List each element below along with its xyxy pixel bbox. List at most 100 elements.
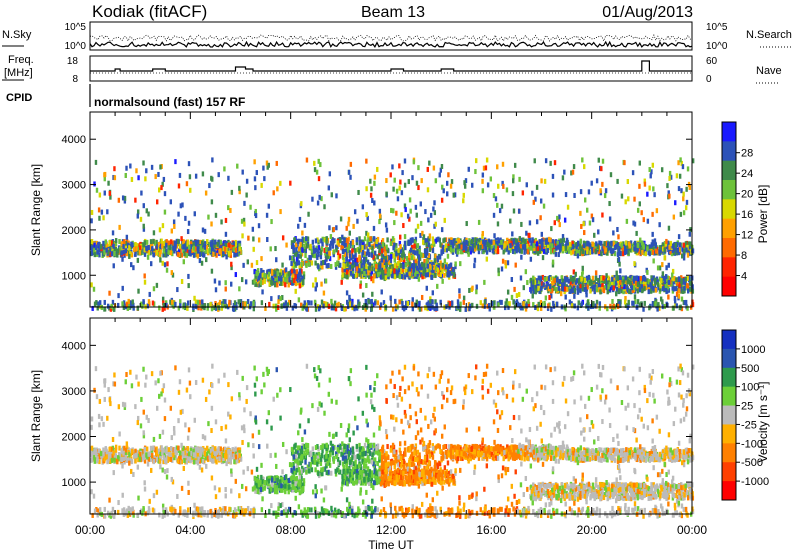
- power-cell-1556: [540, 246, 544, 252]
- power-cell-836: [363, 251, 366, 257]
- power-cell-3295: [631, 170, 635, 176]
- power-cell-1733: [582, 250, 586, 256]
- power-cell-2683: [662, 275, 666, 281]
- power-cell-2467: [666, 285, 669, 291]
- power-cell-3249: [252, 306, 256, 312]
- power-cell-1266: [477, 249, 481, 255]
- power-cell-3885: [660, 167, 664, 173]
- power-cell-1649: [495, 240, 499, 246]
- power-cell-2519: [581, 286, 584, 292]
- power-cell-3633: [475, 289, 478, 295]
- power-cell-3324: [417, 185, 420, 191]
- power-cell-3683: [335, 193, 338, 199]
- power-cell-3493: [686, 252, 690, 258]
- power-cell-1704: [457, 238, 461, 244]
- power-cell-3965: [251, 226, 255, 232]
- power-cell-2034: [644, 243, 647, 249]
- power-cell-4322: [424, 305, 427, 311]
- freq-panel-frame: [89, 55, 693, 82]
- power-cell-2706: [532, 279, 535, 285]
- power-cell-3388: [534, 289, 537, 295]
- power-cell-979: [327, 263, 330, 269]
- power-cell-3344: [510, 277, 514, 283]
- power-cell-2708: [607, 275, 610, 281]
- power-cell-3674: [335, 225, 338, 231]
- power-cell-3276: [384, 222, 388, 228]
- power-cell-3074: [419, 272, 423, 278]
- power-cell-3986: [187, 220, 191, 226]
- power-cell-3988: [351, 239, 355, 245]
- power-cell-1980: [625, 243, 629, 249]
- power-cell-4413: [284, 300, 288, 306]
- power-cell-3788: [561, 282, 564, 288]
- power-cell-3098: [368, 262, 372, 268]
- power-cell-442: [192, 242, 195, 248]
- power-cell-3845: [90, 282, 93, 288]
- power-cell-3067: [341, 272, 344, 278]
- power-cell-1655: [480, 241, 483, 247]
- power-cell-3736: [600, 166, 603, 172]
- power-cell-3837: [385, 262, 388, 268]
- power-cell-475: [229, 250, 232, 256]
- velocity-cell-331: [229, 451, 232, 457]
- power-cell-1939: [638, 248, 641, 254]
- power-cell-3896: [138, 249, 142, 255]
- power-cell-1018: [343, 241, 346, 247]
- power-cell-2584: [631, 287, 635, 293]
- power-cell-531: [210, 246, 214, 252]
- velocity-cell-344: [224, 446, 227, 452]
- power-cell-2718: [643, 276, 646, 282]
- power-cell-3902: [492, 212, 496, 218]
- power-cell-1233: [325, 236, 328, 242]
- power-cell-3822: [99, 244, 103, 250]
- power-cell-3316: [498, 299, 502, 305]
- power-cell-3576: [384, 259, 388, 265]
- power-cell-638: [253, 269, 257, 275]
- power-cell-3712: [312, 248, 316, 254]
- power-cell-2641: [562, 286, 566, 292]
- power-cell-3216: [227, 250, 231, 256]
- power-cell-3634: [580, 223, 583, 229]
- power-cell-3546: [396, 261, 400, 267]
- power-cell-3334: [594, 270, 598, 276]
- power-cell-243: [233, 252, 236, 258]
- power-cell-2138: [604, 247, 607, 253]
- power-cell-3150: [505, 298, 508, 304]
- power-cell-2139: [676, 248, 680, 254]
- power-cell-3716: [281, 262, 284, 268]
- power-cell-3374: [197, 249, 200, 255]
- power-cell-3995: [661, 262, 664, 268]
- power-cell-4464: [547, 303, 550, 309]
- power-cell-259: [124, 240, 128, 246]
- power-cell-2620: [644, 285, 648, 291]
- velocity-cell-218: [226, 454, 229, 460]
- power-cell-3189: [407, 179, 410, 185]
- power-cell-4020: [517, 291, 521, 297]
- power-cell-4370: [524, 306, 528, 312]
- power-cell-3196: [633, 221, 637, 227]
- power-cell-4205: [96, 305, 99, 311]
- power-cell-3179: [525, 230, 528, 236]
- power-cell-3099: [414, 271, 417, 277]
- power-cell-3762: [319, 162, 322, 168]
- power-cell-3832: [532, 199, 535, 205]
- power-cell-3201: [440, 197, 444, 203]
- power-cell-1130: [390, 254, 393, 260]
- power-cell-2152: [571, 240, 574, 246]
- power-cell-307: [185, 252, 189, 258]
- power-cell-1286: [559, 243, 562, 249]
- power-cell-2586: [572, 277, 575, 283]
- power-cell-1479: [471, 247, 474, 253]
- power-cell-4449: [663, 303, 667, 309]
- power-cell-3458: [220, 219, 223, 225]
- power-cell-2662: [585, 275, 589, 281]
- power-cell-1164: [343, 252, 347, 258]
- power-cell-3093: [349, 270, 353, 276]
- power-cell-2675: [550, 287, 554, 293]
- power-cell-3248: [576, 253, 580, 259]
- power-cell-2099: [668, 244, 671, 250]
- power-cell-3819: [201, 227, 205, 233]
- power-cell-4386: [272, 303, 275, 309]
- power-cell-3166: [236, 163, 239, 169]
- power-cell-3654: [681, 164, 685, 170]
